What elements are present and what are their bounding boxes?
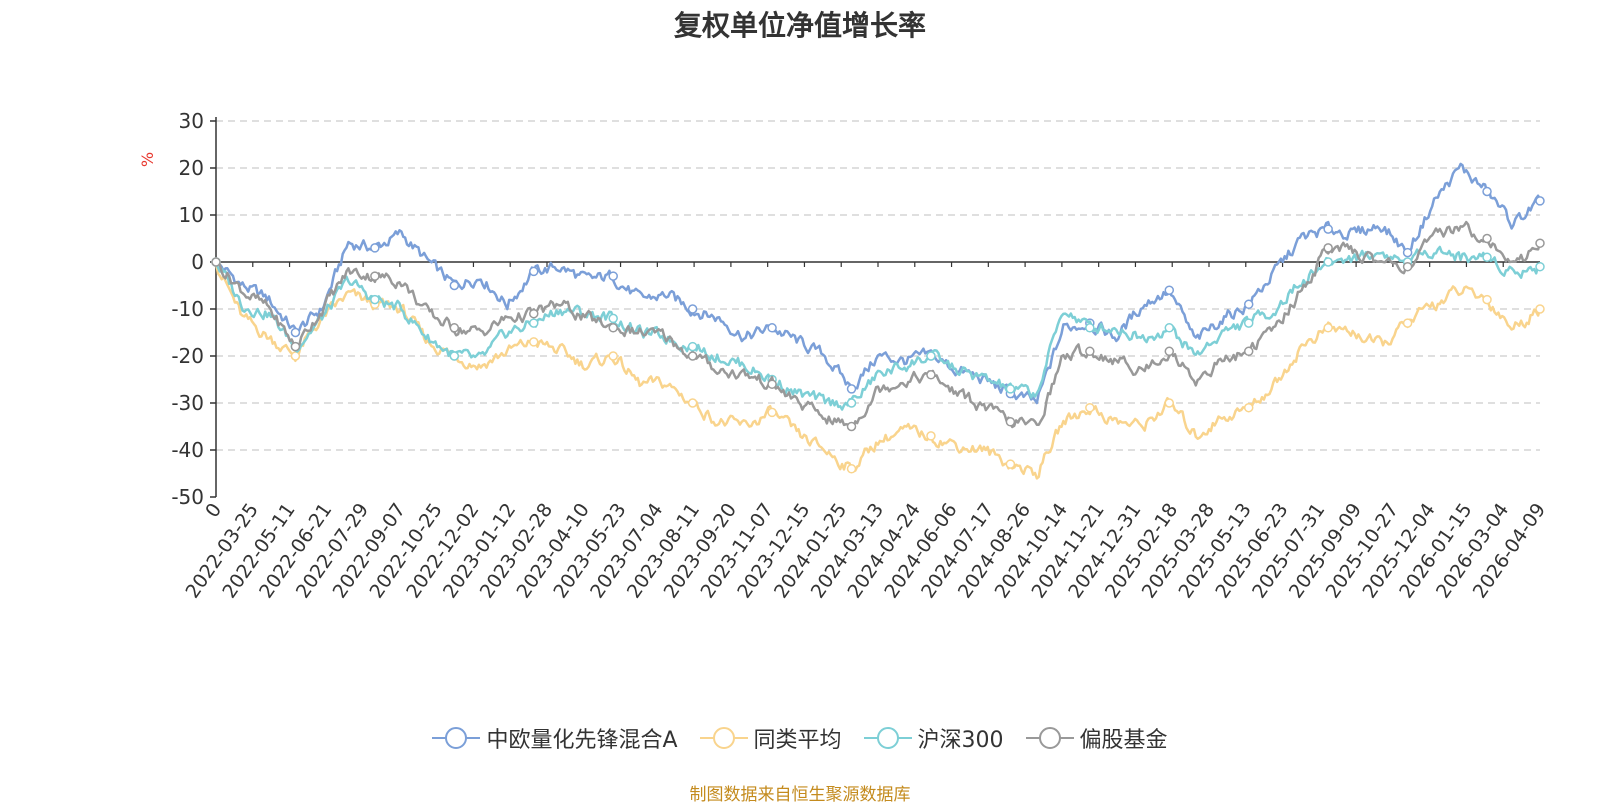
y-tick-label: 0 [191, 250, 204, 274]
legend-item-csi300[interactable]: 沪深300 [863, 722, 1004, 754]
y-tick-label: -20 [171, 344, 204, 368]
data-point [608, 351, 618, 361]
data-point [1323, 257, 1333, 267]
data-source-note: 制图数据来自恒生聚源数据库 [689, 785, 911, 805]
data-point [1535, 261, 1545, 272]
series-line [215, 162, 1542, 405]
data-point [687, 398, 698, 408]
data-point [1535, 304, 1545, 314]
data-point [1535, 196, 1545, 206]
data-point [926, 431, 936, 441]
data-point [1323, 224, 1333, 234]
data-point [1402, 261, 1413, 272]
legend-label: 偏股基金 [1079, 728, 1168, 753]
data-point [1005, 384, 1016, 394]
data-point [1323, 323, 1333, 333]
data-point [1323, 243, 1333, 253]
data-point [846, 421, 857, 432]
data-point [608, 271, 618, 281]
data-point [1164, 323, 1175, 333]
data-point [1482, 294, 1492, 305]
data-point [370, 271, 380, 281]
data-point [1243, 402, 1254, 413]
y-tick-label: -30 [171, 391, 204, 415]
data-point [211, 257, 221, 267]
legend-label: 沪深300 [917, 728, 1004, 753]
data-point [846, 464, 857, 474]
line-chart: 3020100-10-20-30-40-5002022-03-252022-05… [171, 109, 1550, 602]
y-tick-label: -50 [171, 485, 204, 509]
y-tick-label: -40 [171, 438, 204, 462]
data-point [767, 323, 777, 333]
data-point [687, 304, 698, 314]
x-tick-label: 0 [201, 499, 226, 522]
legend-item-category-average[interactable]: 同类平均 [699, 722, 842, 754]
data-point [1164, 285, 1175, 295]
data-point [767, 407, 777, 418]
y-tick-label: -10 [171, 297, 204, 321]
data-point [1402, 318, 1413, 328]
data-point [608, 323, 618, 333]
data-point [1482, 233, 1492, 244]
data-point [926, 370, 936, 380]
data-point [687, 351, 698, 361]
data-point [687, 341, 698, 352]
y-tick-label: 20 [179, 156, 204, 180]
data-point [1164, 346, 1175, 357]
data-point [1085, 346, 1095, 357]
data-point [529, 266, 539, 277]
data-point [529, 318, 539, 328]
legend: 中欧量化先锋混合A 同类平均 沪深300 偏股基金 [0, 722, 1600, 754]
data-point [290, 351, 301, 361]
data-point [1005, 459, 1016, 469]
legend-marker-icon [863, 727, 912, 749]
data-point [449, 280, 460, 291]
data-point [1085, 402, 1095, 413]
legend-item-equity-funds[interactable]: 偏股基金 [1025, 722, 1168, 754]
data-point [290, 341, 301, 352]
data-point [370, 243, 380, 253]
data-point [449, 323, 460, 333]
chart-title: 复权单位净值增长率 [673, 9, 926, 42]
y-tick-label: 10 [179, 203, 204, 227]
data-point [1164, 398, 1175, 408]
data-point [290, 327, 301, 338]
legend-label: 中欧量化先锋混合A [486, 728, 678, 753]
data-point [608, 313, 618, 324]
y-tick-label: 30 [179, 109, 204, 133]
legend-marker-icon [1025, 727, 1074, 749]
data-point [926, 351, 936, 361]
legend-marker-icon [432, 727, 481, 749]
data-point [846, 398, 857, 408]
data-point [846, 384, 857, 394]
data-point [1482, 252, 1492, 263]
series-line [215, 220, 1542, 430]
data-point [370, 294, 380, 305]
data-point [1243, 299, 1254, 310]
data-point [449, 351, 460, 361]
data-point [1243, 346, 1254, 357]
data-point [529, 337, 539, 347]
series-line [214, 261, 1542, 480]
legend-marker-icon [699, 727, 748, 749]
legend-item-fund[interactable]: 中欧量化先锋混合A [432, 722, 678, 754]
legend-label: 同类平均 [753, 728, 842, 753]
data-point [1005, 417, 1016, 427]
data-point [767, 379, 777, 389]
series-line [214, 245, 1541, 411]
data-point [1085, 323, 1095, 333]
data-point [1402, 247, 1413, 258]
data-point [1482, 186, 1492, 197]
data-point [1243, 318, 1254, 328]
data-point [529, 308, 539, 319]
data-point [1535, 238, 1545, 248]
